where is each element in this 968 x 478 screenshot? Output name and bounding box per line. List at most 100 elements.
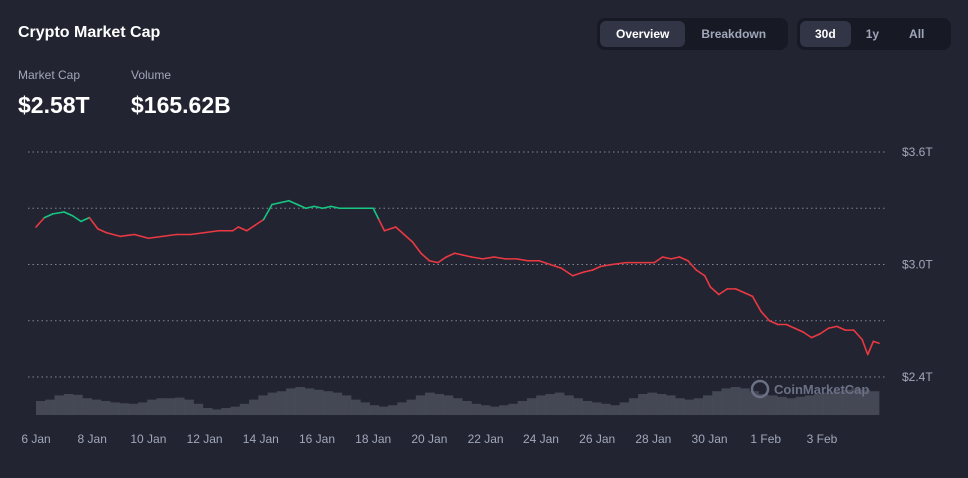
x-tick-label: 6 Jan	[21, 432, 50, 446]
volume-bar	[369, 405, 380, 415]
line-segment	[105, 231, 122, 238]
volume-bar	[388, 405, 398, 415]
market-cap-value: $2.58T	[18, 92, 90, 118]
line-segment	[583, 269, 594, 273]
line-segment	[411, 241, 422, 255]
line-segment	[571, 271, 585, 277]
line-segment	[296, 203, 307, 210]
y-tick-label: $3.6T	[902, 145, 933, 159]
line-segment	[734, 288, 745, 294]
range-1y-button[interactable]: 1y	[865, 27, 880, 41]
volume-bar	[795, 396, 806, 415]
line-segment	[872, 340, 880, 345]
volume-bar	[36, 401, 46, 415]
volume-bar	[554, 392, 565, 415]
volume-bar	[350, 399, 361, 415]
volume-bar	[202, 408, 213, 415]
line-segment	[330, 205, 341, 210]
volume-bar	[665, 395, 676, 415]
volume-bar	[91, 399, 102, 415]
line-segment	[709, 286, 720, 296]
line-segment	[52, 211, 65, 215]
x-tick-label: 22 Jan	[468, 432, 504, 446]
volume-bar	[100, 401, 111, 415]
line-segment	[852, 329, 863, 341]
line-segment	[560, 267, 574, 277]
volume-bar	[869, 391, 880, 415]
line-segment	[653, 256, 664, 264]
line-segment	[836, 325, 847, 331]
line-segment	[453, 252, 464, 256]
line-segment	[428, 259, 439, 264]
x-tick-label: 12 Jan	[187, 432, 223, 446]
x-tick-label: 24 Jan	[523, 432, 559, 446]
volume-bar	[267, 392, 278, 415]
volume-bar	[193, 403, 204, 415]
line-segment	[751, 295, 762, 313]
x-tick-label: 26 Jan	[579, 432, 615, 446]
x-tick-label: 1 Feb	[750, 432, 781, 446]
volume-bar	[480, 405, 491, 415]
volume-bar	[119, 403, 130, 415]
volume-bar	[786, 398, 797, 415]
volume-bar	[591, 402, 602, 415]
line-segment	[63, 211, 74, 217]
line-segment	[231, 226, 240, 232]
x-tick-label: 18 Jan	[355, 432, 391, 446]
line-segment	[420, 252, 431, 262]
volume-bar	[286, 388, 296, 415]
volume-bar	[304, 388, 315, 415]
volume-bar	[258, 395, 268, 415]
line-segment	[378, 218, 386, 232]
volume-bar	[647, 392, 658, 415]
volume-bar	[767, 395, 778, 415]
volume-bar	[721, 388, 732, 415]
line-segment	[313, 205, 324, 210]
line-segment	[262, 203, 273, 221]
coinmarketcap-logo-icon	[750, 379, 770, 399]
volume-bar	[323, 391, 333, 415]
volume-bar	[841, 389, 852, 415]
line-segment	[470, 256, 484, 260]
line-segment	[819, 327, 830, 335]
volume-bar	[823, 392, 834, 415]
volume-bar	[174, 397, 185, 415]
volume-bar	[360, 402, 370, 415]
line-segment	[189, 231, 206, 236]
x-tick-label: 14 Jan	[243, 432, 279, 446]
volume-value: $165.62B	[131, 92, 231, 118]
volume-bar	[73, 394, 83, 415]
tab-overview[interactable]: Overview	[600, 21, 686, 47]
volume-bar	[851, 388, 861, 415]
range-30d-button[interactable]: 30d	[800, 21, 851, 47]
volume-bar	[702, 395, 713, 415]
volume-bar	[610, 405, 621, 415]
line-segment	[611, 261, 627, 266]
line-segment	[147, 235, 164, 240]
volume-bar	[406, 399, 417, 415]
range-all-button[interactable]: All	[909, 27, 925, 41]
volume-bar	[462, 401, 472, 415]
volume-bar	[156, 398, 167, 415]
volume-bar	[137, 402, 148, 415]
volume-bar	[758, 394, 769, 415]
volume-bar	[452, 398, 463, 415]
volume-bar	[619, 402, 630, 415]
line-segment	[793, 327, 804, 333]
volume-bar	[276, 391, 287, 415]
line-segment	[254, 218, 265, 226]
line-segment	[403, 233, 414, 243]
line-segment	[515, 258, 529, 262]
volume-bar	[499, 405, 509, 415]
volume-bar	[249, 399, 259, 415]
line-segment	[394, 226, 405, 236]
line-segment	[810, 333, 821, 339]
line-segment	[133, 233, 150, 240]
volume-bar	[508, 403, 519, 415]
tab-breakdown[interactable]: Breakdown	[701, 27, 767, 41]
line-segment	[43, 213, 54, 219]
line-segment	[802, 331, 813, 339]
line-segment	[271, 201, 282, 206]
line-segment	[35, 216, 46, 228]
